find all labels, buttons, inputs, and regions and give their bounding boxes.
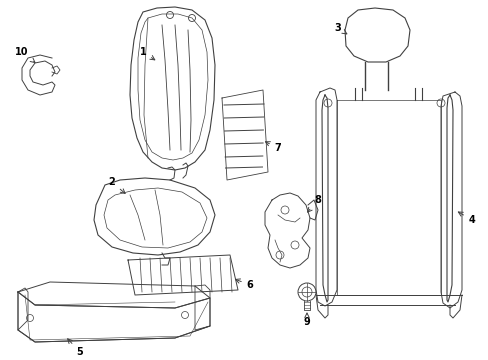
Text: 6: 6 — [235, 279, 253, 290]
Text: 5: 5 — [67, 339, 83, 357]
Text: 1: 1 — [140, 47, 155, 60]
Text: 10: 10 — [15, 47, 35, 63]
Text: 3: 3 — [334, 23, 346, 34]
Text: 7: 7 — [265, 142, 281, 153]
Text: 4: 4 — [457, 212, 474, 225]
Text: 8: 8 — [307, 195, 321, 212]
Text: 2: 2 — [108, 177, 125, 193]
Text: 9: 9 — [303, 313, 310, 327]
